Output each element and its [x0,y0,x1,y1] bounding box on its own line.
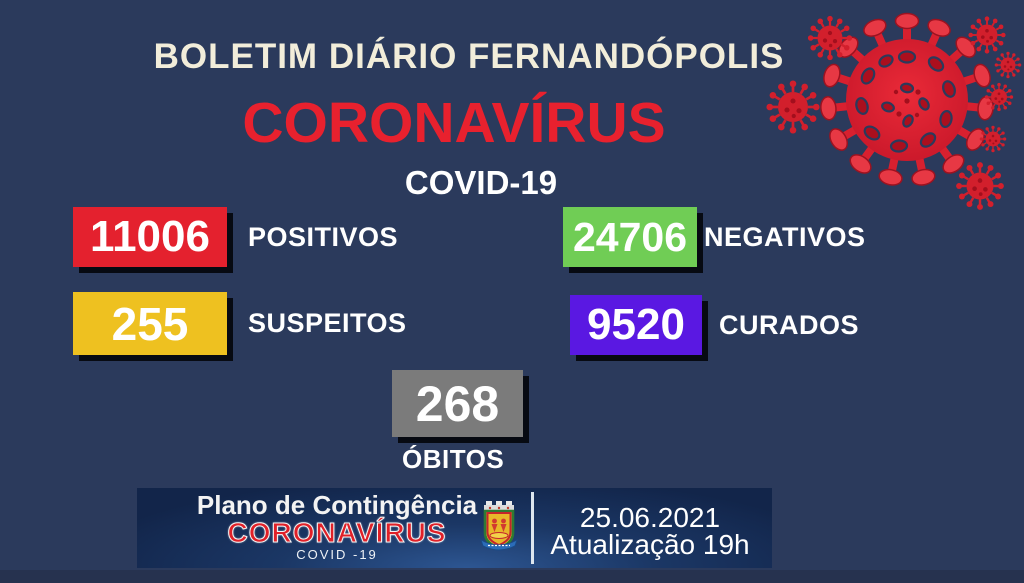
plan-strain: COVID -19 [296,547,378,562]
negativos-count-badge: 24706 [563,207,697,267]
footer-strip [0,570,1024,583]
positivos-count: 11006 [90,212,210,261]
coronavirus-icon [765,12,1022,212]
positivos-label: POSITIVOS [248,221,399,252]
curados-count-badge: 9520 [570,295,702,355]
contingency-plan-text: Plano de Contingência CORONAVÍRUS COVID … [197,491,477,563]
obitos-count: 268 [415,375,500,432]
negativos-count: 24706 [572,213,687,260]
curados-count: 9520 [587,300,685,349]
suspeitos-label: SUSPEITOS [248,308,407,338]
positivos-count-badge: 11006 [73,207,227,267]
curados-label: CURADOS [719,309,860,340]
obitos-label: ÓBITOS [402,443,505,474]
banner-divider [531,492,534,564]
disease-title: CORONAVÍRUS [242,91,666,155]
page-title: BOLETIM DIÁRIO FERNANDÓPOLIS [153,37,785,76]
bulletin-date: 25.06.2021 [579,502,721,533]
banner-date-block: 25.06.2021 Atualização 19h [550,502,750,560]
suspeitos-count: 255 [111,297,189,350]
suspeitos-count-badge: 255 [73,292,227,355]
obitos-count-badge: 268 [392,370,523,437]
bulletin-update-time: Atualização 19h [550,529,750,560]
negativos-label: NEGATIVOS [704,221,866,252]
plan-title: Plano de Contingência [196,490,478,520]
plan-disease: CORONAVÍRUS [227,517,447,548]
strain-subtitle: COVID-19 [404,164,558,201]
contingency-plan-banner: Plano de Contingência CORONAVÍRUS COVID … [137,488,772,568]
city-crest-icon [480,501,518,551]
